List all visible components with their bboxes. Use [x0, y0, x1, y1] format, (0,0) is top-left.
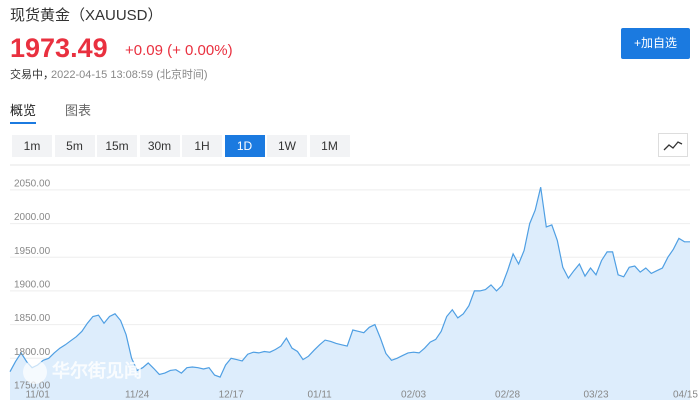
title: 现货黄金（XAUUSD） [10, 7, 163, 24]
x-tick-label: 11/01 [25, 390, 50, 401]
x-tick-label: 01/11 [307, 390, 332, 401]
period-button[interactable]: 1m [12, 135, 52, 157]
chart-icon [663, 141, 683, 151]
x-tick-label: 04/15 [673, 390, 698, 401]
timestamp: 2022-04-15 13:08:59 (北京时间) [51, 69, 208, 81]
y-tick-label: 1800.00 [14, 347, 51, 358]
x-tick-label: 12/17 [219, 390, 244, 401]
y-tick-label: 1950.00 [14, 246, 51, 257]
period-button[interactable]: 30m [139, 135, 180, 157]
change: +0.09 (+ 0.00%) [125, 42, 233, 59]
price: 1973.49 [10, 33, 108, 63]
period-button[interactable]: 1D [224, 135, 265, 157]
watermark: 华尔街见闻 [52, 360, 142, 382]
y-tick-label: 1850.00 [14, 313, 51, 324]
y-tick-label: 2050.00 [14, 179, 51, 190]
watermark-logo [23, 360, 47, 384]
add-watchlist-button[interactable]: +加自选 [621, 28, 690, 59]
period-button[interactable]: 1W [267, 135, 307, 157]
period-button[interactable]: 15m [97, 135, 137, 157]
x-tick-label: 03/23 [584, 390, 609, 401]
y-tick-label: 1900.00 [14, 280, 51, 291]
status: 交易中， [10, 69, 54, 81]
x-tick-label: 02/03 [401, 390, 426, 401]
tab[interactable]: 图表 [65, 103, 92, 118]
icon-line [663, 141, 683, 151]
area [10, 187, 690, 400]
y-tick-label: 1750.00 [14, 381, 51, 392]
chart-type-button[interactable] [658, 133, 688, 157]
x-tick-label: 11/24 [125, 390, 150, 401]
tab[interactable]: 概览 [10, 100, 37, 124]
period-button[interactable]: 5m [54, 135, 95, 157]
period-button[interactable]: 1M [309, 135, 350, 157]
x-tick-label: 02/28 [495, 390, 520, 401]
period-button[interactable]: 1H [182, 135, 222, 157]
y-tick-label: 2000.00 [14, 212, 51, 223]
line [9, 187, 690, 378]
